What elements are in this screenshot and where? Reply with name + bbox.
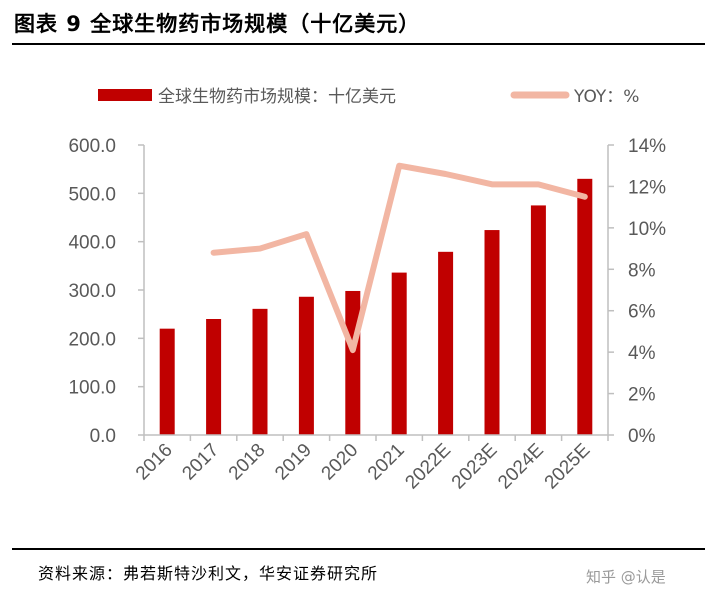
bar-2019 — [298, 296, 314, 435]
bar-2021 — [391, 272, 407, 435]
x-tick-label: 2025E — [541, 440, 595, 494]
left-tick-label: 0.0 — [90, 426, 116, 447]
bar-2023E — [484, 230, 500, 435]
legend: 全球生物药市场规模：十亿美元 YOY：% — [98, 87, 639, 107]
right-tick-label: 4% — [628, 343, 656, 364]
watermark: 知乎 @认是 — [586, 568, 666, 586]
x-tick-label: 2020 — [318, 440, 363, 485]
x-tick-label: 2019 — [271, 440, 316, 485]
left-tick-label: 300.0 — [68, 281, 116, 302]
x-tick-label: 2023E — [448, 440, 502, 494]
source-note: 资料来源：弗若斯特沙利文，华安证券研究所 — [38, 564, 379, 583]
bar-2017 — [206, 319, 222, 435]
bar-series — [159, 178, 593, 436]
bar-2018 — [252, 308, 268, 435]
x-tick-label: 2022E — [401, 440, 455, 494]
left-tick-label: 200.0 — [68, 329, 116, 350]
title-divider — [12, 43, 705, 45]
bar-2022E — [438, 251, 454, 435]
legend-bar-swatch — [98, 89, 152, 101]
left-tick-label: 400.0 — [68, 233, 116, 254]
left-tick-label: 500.0 — [68, 184, 116, 205]
chart-title: 图表 9 全球生物药市场规模（十亿美元） — [14, 12, 421, 36]
legend-bar-label: 全球生物药市场规模：十亿美元 — [158, 87, 396, 107]
right-tick-label: 10% — [628, 219, 666, 240]
left-tick-label: 600.0 — [68, 136, 116, 157]
footer-divider — [12, 548, 705, 550]
bar-2016 — [159, 328, 175, 435]
bar-2025E — [577, 178, 593, 436]
legend-line-label: YOY：% — [573, 87, 639, 107]
left-tick-label: 100.0 — [68, 378, 116, 399]
right-tick-label: 12% — [628, 177, 666, 198]
right-tick-label: 0% — [628, 426, 656, 447]
yoy-line-series — [210, 162, 588, 354]
x-tick-label: 2017 — [178, 440, 223, 485]
right-tick-label: 14% — [628, 136, 666, 157]
x-tick-label: 2016 — [132, 440, 177, 485]
right-tick-label: 6% — [628, 302, 656, 323]
right-tick-label: 8% — [628, 260, 656, 281]
bar-2024E — [530, 205, 546, 435]
x-tick-label: 2018 — [225, 440, 270, 485]
axes: 0.0 100.0 200.0 300.0 400.0 500.0 600.0 0% 2% 4% 6… — [68, 136, 666, 493]
right-tick-label: 2% — [628, 385, 656, 406]
bar-2020 — [345, 290, 361, 435]
x-tick-label: 2024E — [494, 440, 548, 494]
